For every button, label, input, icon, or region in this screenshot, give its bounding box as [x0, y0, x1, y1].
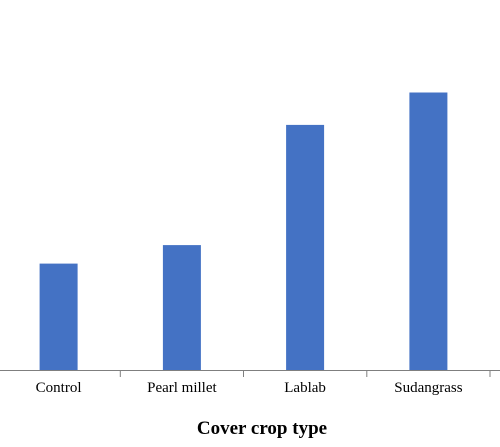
bars-layer — [39, 92, 448, 371]
x-tick-label: Sudangrass — [394, 380, 462, 396]
x-tick-labels: Control Pearl millet Lablab Sudangrass — [36, 380, 463, 396]
x-tick-label: Lablab — [284, 380, 326, 396]
x-tick-label: Pearl millet — [147, 380, 217, 396]
bar-lablab — [286, 124, 325, 371]
bar-sudangrass — [409, 92, 448, 370]
bar-control — [39, 263, 78, 370]
bar-pearl-millet — [162, 245, 201, 370]
x-tick-label: Control — [36, 380, 82, 396]
x-axis — [0, 370, 500, 377]
x-axis-title: Cover crop type — [197, 418, 327, 439]
